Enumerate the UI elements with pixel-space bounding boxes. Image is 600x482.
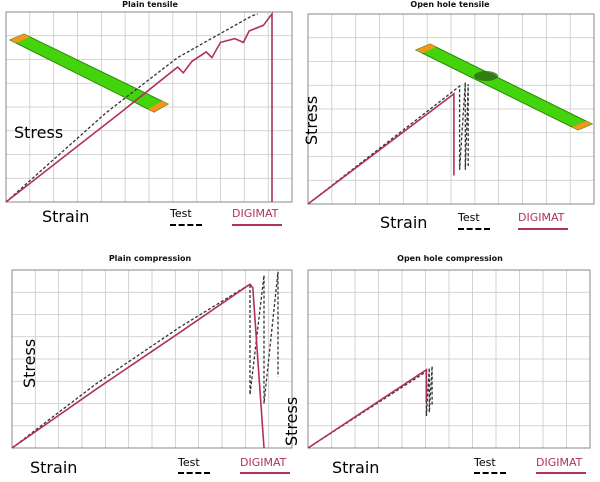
series-digimat — [307, 368, 428, 449]
legend-test: Test — [458, 211, 480, 224]
plot-frame — [5, 11, 293, 203]
plot-frame — [307, 269, 591, 449]
series-test — [5, 13, 258, 203]
legend-digimat-swatch — [240, 472, 290, 474]
series-digimat — [5, 11, 273, 203]
chart-title: Open hole compression — [397, 254, 503, 263]
plain-tensile-plot — [5, 11, 293, 203]
y-axis-label: Stress — [14, 123, 64, 142]
chart-title: Open hole tensile — [410, 0, 490, 9]
series-digimat — [11, 283, 265, 449]
specimen-tab — [10, 34, 30, 43]
legend-test: Test — [170, 207, 192, 220]
chart-open-hole-compression: Open hole compression Stress Strain Test… — [282, 250, 600, 482]
legend-test: Test — [474, 456, 496, 469]
plot-frame — [11, 269, 293, 449]
y-axis-label: Stress — [302, 95, 321, 145]
legend-test-swatch — [178, 472, 210, 474]
chart-title: Plain compression — [108, 254, 192, 263]
x-axis-label: Strain — [42, 207, 90, 226]
plot-frame — [307, 13, 595, 205]
legend-digimat-swatch — [518, 228, 568, 230]
legend-test-swatch — [474, 472, 506, 474]
legend-test-swatch — [458, 228, 490, 230]
chart-title: Plain tensile — [122, 0, 178, 9]
legend-digimat-swatch — [232, 224, 282, 226]
specimen-coupon — [414, 43, 594, 131]
legend-digimat: DIGIMAT — [536, 456, 583, 469]
legend-digimat-swatch — [536, 472, 586, 474]
open-hole-compression-plot — [307, 269, 591, 449]
specimen-tab — [148, 101, 168, 112]
specimen-hole — [474, 71, 498, 81]
specimen-coupon — [8, 33, 170, 113]
legend-test-swatch — [170, 224, 202, 226]
series-test — [307, 82, 469, 205]
x-axis-label: Strain — [332, 458, 380, 477]
chart-plain-tensile: Plain tensile Stress Strain Test DIGIMAT — [0, 0, 300, 240]
x-axis-label: Strain — [380, 213, 428, 232]
x-axis-label: Strain — [30, 458, 78, 477]
series-test — [11, 271, 279, 449]
y-axis-label: Stress — [20, 338, 39, 388]
chart-plain-compression: Plain compression Stress Strain Test DIG… — [0, 250, 300, 482]
y-axis-label: Stress — [282, 396, 301, 446]
legend-digimat: DIGIMAT — [240, 456, 287, 469]
series-digimat — [307, 92, 455, 205]
legend-test: Test — [178, 456, 200, 469]
legend-digimat: DIGIMAT — [518, 211, 565, 224]
chart-open-hole-tensile: Open hole tensile Stress Strain Test DIG… — [300, 0, 600, 240]
legend-digimat: DIGIMAT — [232, 207, 279, 220]
open-hole-tensile-plot — [307, 13, 595, 205]
plain-compression-plot — [11, 269, 293, 449]
specimen-tab — [416, 44, 436, 53]
specimen-tab — [572, 121, 592, 130]
